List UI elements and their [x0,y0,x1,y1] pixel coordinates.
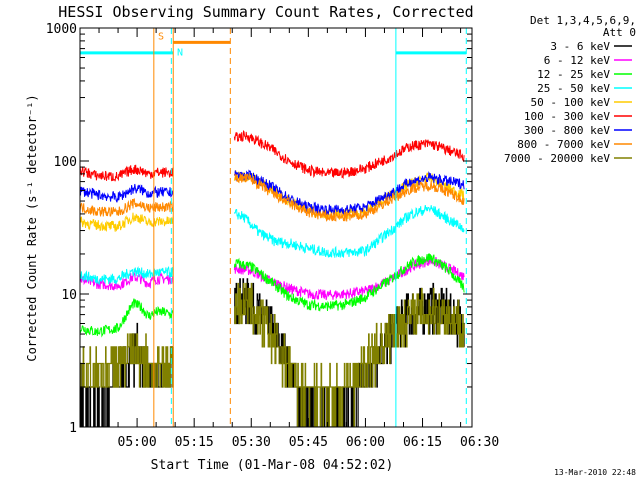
legend-label-9: 7000 - 20000 keV [504,152,610,165]
flag-label-n: N [177,48,183,59]
flag-label-s: S [158,31,164,42]
x-tick-label: 05:30 [232,435,271,450]
x-tick-label: 06:30 [460,435,499,450]
x-tick-label: 06:15 [403,435,442,450]
legend-label-3: 12 - 25 keV [537,68,610,81]
x-tick-label: 05:15 [175,435,214,450]
y-tick-label: 1 [69,421,77,436]
series-line-6 [80,130,465,182]
legend-label-6: 100 - 300 keV [524,110,610,123]
plot-frame [79,27,473,428]
legend-label-4: 25 - 50 keV [537,82,610,95]
series-line-8 [80,173,465,222]
legend-label-5: 50 - 100 keV [531,96,611,109]
y-tick-label: 100 [54,155,77,170]
x-axis-title: Start Time (01-Mar-08 04:52:02) [151,458,394,473]
chart-title: HESSI Observing Summary Count Rates, Cor… [58,3,473,21]
legend-header-line-1: Det 1,3,4,5,6,9, [530,14,636,27]
series-line-9 [80,282,465,427]
x-tick-label: 05:00 [118,435,157,450]
x-tick-label: 05:45 [289,435,328,450]
plot-area: S N 1 10 100 1000 05:00 05:15 05:30 05:45 06:00 06:… [46,22,499,450]
series-line-4 [80,205,465,286]
plot-date-stamp: 13-Mar-2010 22:48 [554,468,636,477]
legend-header-line-2: Att 0 [603,26,636,39]
legend-label-8: 800 - 7000 keV [517,138,610,151]
y-axis-title: Corrected Count Rate (s⁻¹ detector⁻¹) [25,94,39,361]
y-tick-label: 10 [61,288,77,303]
x-tick-label: 06:00 [346,435,385,450]
series-line-3 [80,253,465,338]
legend-label-7: 300 - 800 keV [524,124,610,137]
legend-label-2: 6 - 12 keV [544,54,611,67]
y-tick-label: 1000 [46,22,77,37]
legend-label-1: 3 - 6 keV [550,40,610,53]
